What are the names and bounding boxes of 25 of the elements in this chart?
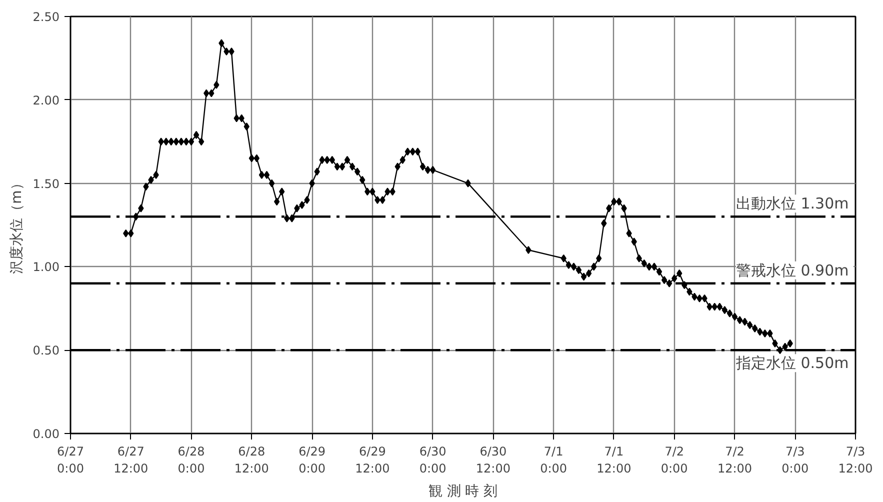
y-tick-label: 0.50 [32,344,60,358]
ref-line-label: 警戒水位 0.90m [736,261,849,280]
ref-line-label: 出動水位 1.30m [736,194,849,213]
x-axis-title: 観 測 時 刻 [428,483,498,500]
x-tick-label: 7/1 0:00 [540,444,568,476]
y-tick-label: 1.00 [32,260,60,274]
y-axis-title: 沢度水位（m） [8,176,25,274]
x-tick-label: 6/27 0:00 [57,444,84,476]
x-tick-label: 6/30 0:00 [419,444,446,476]
y-tick-label: 0.00 [32,427,60,441]
y-tick-label: 2.00 [32,93,60,108]
y-tick-label: 1.50 [32,176,60,191]
x-tick-label: 6/28 0:00 [178,444,205,476]
x-tick-label: 7/2 0:00 [660,444,688,476]
x-tick-label: 6/28 12:00 [234,444,269,476]
ref-line-label: 指定水位 0.50m [734,354,849,372]
x-tick-label: 7/2 12:00 [717,444,752,476]
x-tick-label: 6/27 12:00 [114,444,148,476]
x-tick-label: 7/1 12:00 [596,444,632,476]
x-tick-label: 7/3 0:00 [782,444,809,476]
x-tick-label: 6/29 0:00 [298,444,326,476]
x-tick-label: 7/3 12:00 [838,444,873,476]
x-tick-label: 6/29 12:00 [355,444,390,476]
y-tick-label: 2.50 [32,10,60,24]
x-tick-label: 6/30 12:00 [476,444,510,476]
